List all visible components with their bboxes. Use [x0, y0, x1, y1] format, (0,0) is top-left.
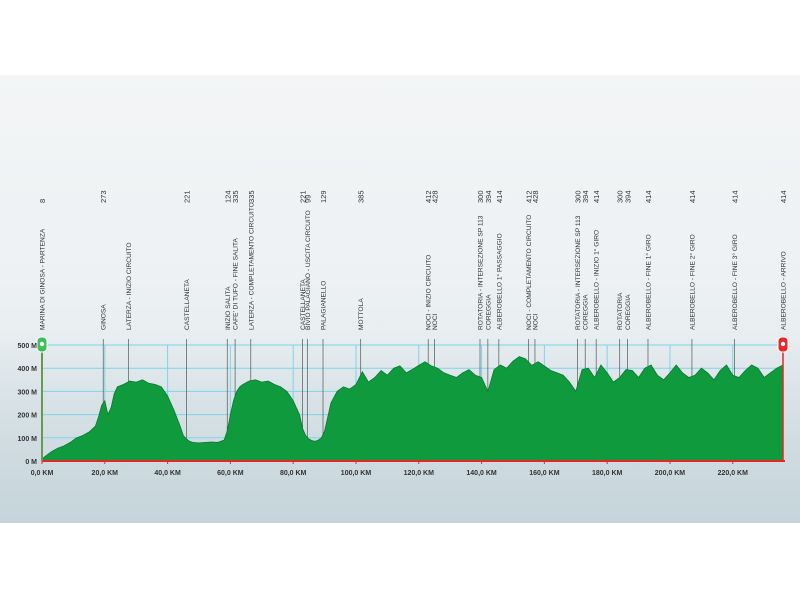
- y-tick-label: 100 M: [18, 436, 38, 443]
- waypoint-name-label: NOCI - COMPLETAMENTO CIRCUITO: [526, 215, 533, 330]
- waypoint-name-label: COREGGIA: [625, 294, 632, 330]
- waypoint-altitude-label: 99: [303, 195, 312, 203]
- waypoint-altitude-label: 394: [581, 190, 590, 203]
- profile-layer: [41, 356, 784, 462]
- start-flag-icon: [36, 336, 48, 461]
- waypoint-altitude-label: 414: [644, 190, 653, 203]
- waypoint-altitude-label: 300: [476, 190, 485, 203]
- x-tick-label: 160,0 KM: [529, 470, 560, 477]
- waypoint-altitude-label: 428: [431, 190, 440, 203]
- waypoint-altitude-label: 385: [357, 190, 366, 203]
- finish-flag-icon: [777, 336, 789, 461]
- waypoint-altitude-label: 300: [616, 190, 625, 203]
- y-tick-label: 400 M: [18, 366, 38, 373]
- waypoint-altitude-label: 221: [299, 190, 308, 203]
- y-tick-label: 300 M: [18, 389, 38, 396]
- x-tick-label: 200,0 KM: [655, 470, 686, 477]
- x-tick-label: 180,0 KM: [592, 470, 623, 477]
- waypoint-name-label: CASTELLANETA: [184, 279, 191, 330]
- x-tick-label: 120,0 KM: [404, 470, 435, 477]
- waypoint-name-label: NOCI: [533, 313, 540, 330]
- waypoint-name-label: INIZIO SALITA: [225, 286, 232, 330]
- waypoint-altitude-label: 414: [730, 190, 739, 203]
- x-tick-label: 40,0 KM: [154, 470, 181, 477]
- waypoint-altitude-label: 335: [231, 190, 240, 203]
- x-tick-label: 140,0 KM: [466, 470, 497, 477]
- waypoint-altitude-label: 300: [573, 190, 582, 203]
- waypoint-name-label: ROTATORIA - INTERSEZIONE SP 113: [575, 215, 582, 330]
- marker-layer: [36, 336, 789, 461]
- waypoint-name-label: PALAGIANELLO: [321, 281, 328, 330]
- waypoint-name-label: LATERZA - INIZIO CIRCUITO: [126, 242, 133, 330]
- marker-dot: [780, 341, 786, 347]
- waypoint-altitude-label: 428: [531, 190, 540, 203]
- waypoint-altitude-label: 221: [182, 190, 191, 203]
- waypoint-name-label: LATERZA - COMPLETAMENTO CIRCUITO: [248, 202, 255, 330]
- waypoint-name-label: MARINA DI GINOSA - PARTENZA: [40, 228, 47, 330]
- waypoint-altitude-label: 394: [624, 190, 633, 203]
- elevation-profile-area: [41, 356, 784, 462]
- waypoint-name-label: COREGGIA: [583, 294, 590, 330]
- waypoint-name-label: ALBEROBELLO 1° PASSAGGIO: [495, 233, 503, 330]
- waypoint-altitude-label: 412: [525, 190, 534, 203]
- y-tick-label: 200 M: [18, 413, 38, 420]
- waypoint-altitude-label: 414: [495, 190, 504, 203]
- x-tick-label: 80,0 KM: [280, 470, 307, 477]
- waypoint-altitude-label: 124: [223, 190, 232, 203]
- waypoint-altitude-label: 273: [99, 190, 108, 203]
- x-tick-label: 0,0 KM: [31, 470, 54, 477]
- marker-dot: [39, 341, 45, 347]
- waypoint-label-layer: MARINA DI GINOSA - PARTENZA 8 GINOSA 273 LAT…: [38, 190, 788, 330]
- waypoint-altitude-label: 412: [424, 190, 433, 203]
- waypoint-name-label: CASTELLANETA: [300, 279, 307, 330]
- x-tick-label: 100,0 KM: [341, 470, 372, 477]
- waypoint-altitude-label: 414: [592, 190, 601, 203]
- waypoint-name-label: ALBEROBELLO - ARRIVO: [781, 251, 788, 330]
- y-tick-label: 500 M: [18, 343, 38, 350]
- waypoint-name-label: ALBEROBELLO - FINE 2° GIRO: [688, 234, 696, 330]
- waypoint-altitude-label: 129: [319, 190, 328, 203]
- waypoint-name-label: GINOSA: [101, 304, 108, 330]
- waypoint-name-label: ROTATORIA: [617, 292, 624, 330]
- waypoint-altitude-label: 8: [38, 199, 47, 203]
- waypoint-name-label: NOCI - INIZIO CIRCUITO: [426, 255, 433, 330]
- waypoint-name-label: ALBEROBELLO - INIZIO 1° GIRO: [593, 230, 601, 330]
- waypoint-name-label: COREGGIA: [485, 294, 492, 330]
- waypoint-name-label: NOCI: [432, 313, 439, 330]
- waypoint-name-label: ALBEROBELLO - FINE 1° GIRO: [645, 234, 653, 330]
- waypoint-altitude-label: 414: [688, 190, 697, 203]
- tick-layer: 0 M 100 M 200 M 300 M 400 M 500 M 0,0 KM 20,0 K…: [18, 343, 749, 477]
- waypoint-name-label: MOTTOLA: [358, 298, 365, 330]
- waypoint-name-label: ALBEROBELLO - FINE 3° GIRO: [731, 234, 739, 330]
- waypoint-name-label: BIVIO PALAGIANO - USCITA CIRCUITO: [305, 210, 312, 330]
- waypoint-altitude-label: 394: [484, 190, 493, 203]
- waypoint-altitude-label: 414: [779, 190, 788, 203]
- waypoint-name-label: CAFE' DI TUFO - FINE SALITA: [233, 238, 240, 330]
- y-tick-label: 0 M: [25, 459, 37, 466]
- waypoint-altitude-label: 335: [247, 190, 256, 203]
- x-tick-label: 220,0 KM: [718, 470, 749, 477]
- waypoint-name-label: ROTATORIA - INTERSEZIONE SP 113: [478, 215, 485, 330]
- x-tick-label: 60,0 KM: [217, 470, 244, 477]
- x-tick-label: 20,0 KM: [92, 470, 119, 477]
